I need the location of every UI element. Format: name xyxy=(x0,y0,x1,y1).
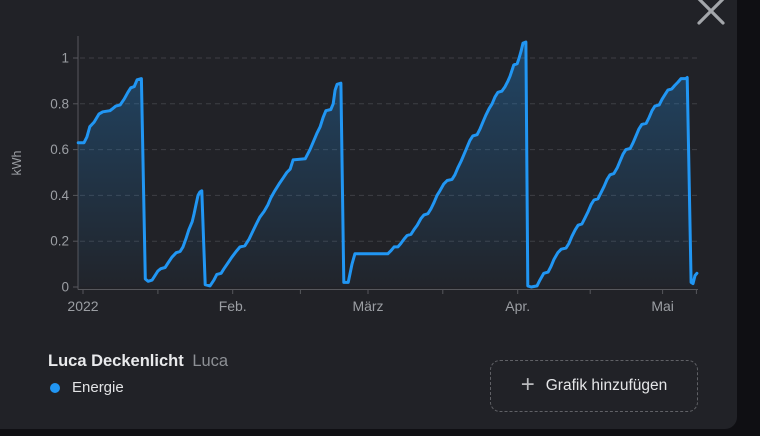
plus-icon: + xyxy=(520,371,535,398)
y-axis-title: kWh xyxy=(10,150,24,175)
history-dialog-panel: 0 0.2 0.4 0.6 0.8 1 2022 Feb. März Apr. Mai kWh Luc… xyxy=(0,0,737,429)
y-tick-label: 0.6 xyxy=(50,142,69,157)
x-tick-label: Mai xyxy=(651,298,674,314)
energy-history-chart[interactable]: 0 0.2 0.4 0.6 0.8 1 2022 Feb. März Apr. Mai kWh xyxy=(0,0,737,345)
y-tick-label: 1 xyxy=(61,51,69,66)
chart-svg[interactable]: 0 0.2 0.4 0.6 0.8 1 2022 Feb. März Apr. Mai kWh xyxy=(0,0,737,345)
y-tick-label: 0.4 xyxy=(50,188,69,203)
y-tick-label: 0.8 xyxy=(50,96,69,111)
x-tick-label: Apr. xyxy=(505,298,530,314)
close-icon xyxy=(697,0,725,25)
series-color-dot-icon xyxy=(50,382,60,393)
entity-name: Luca Deckenlicht xyxy=(48,352,184,370)
add-graph-button[interactable]: + Grafik hinzufügen xyxy=(490,360,698,412)
x-tick-label: Feb. xyxy=(219,298,247,314)
add-graph-button-label: Grafik hinzufügen xyxy=(545,377,668,394)
y-tick-label: 0 xyxy=(61,280,69,295)
chart-legend: Luca Deckenlicht Luca Energie xyxy=(48,351,228,396)
x-tick-label: 2022 xyxy=(67,298,98,314)
legend-series-energie[interactable]: Energie xyxy=(48,379,228,396)
series-label: Energie xyxy=(72,379,124,396)
legend-title-row: Luca Deckenlicht Luca xyxy=(48,351,228,371)
energy-series-area xyxy=(78,42,697,287)
energy-series-line xyxy=(76,40,699,289)
x-tick-label: März xyxy=(352,298,383,314)
y-tick-label: 0.2 xyxy=(50,234,69,249)
entity-area: Luca xyxy=(192,352,229,370)
close-button[interactable] xyxy=(695,0,727,28)
